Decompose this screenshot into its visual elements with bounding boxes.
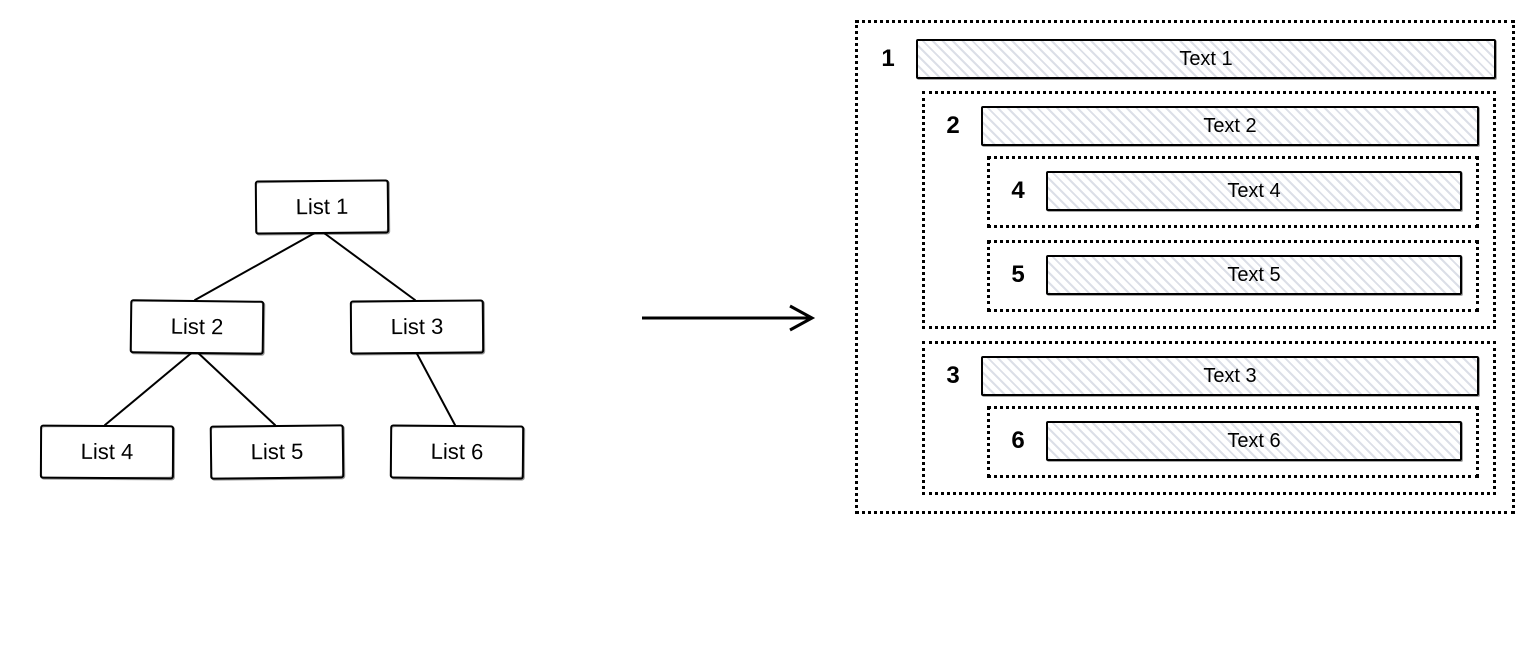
tree-node-label: List 1 <box>296 194 349 220</box>
list-index: 2 <box>939 112 967 140</box>
list-index: 3 <box>939 362 967 390</box>
tree-node-label: List 6 <box>431 439 484 465</box>
list-container-4: 4 Text 4 <box>987 156 1479 228</box>
list-index: 1 <box>874 45 902 73</box>
list-text: Text 2 <box>1203 115 1256 138</box>
tree-node-label: List 2 <box>171 314 224 341</box>
list-textbar-1: Text 1 <box>916 39 1496 79</box>
tree-node-2: List 2 <box>130 299 265 355</box>
list-text: Text 1 <box>1179 48 1232 71</box>
list-container-3: 3 Text 3 6 Text 6 <box>922 341 1496 495</box>
tree-node-6: List 6 <box>390 424 524 479</box>
list-textbar-5: Text 5 <box>1046 255 1462 295</box>
list-textbar-2: Text 2 <box>981 106 1479 146</box>
list-textbar-6: Text 6 <box>1046 421 1462 461</box>
tree-node-label: List 5 <box>251 439 304 466</box>
tree-node-3: List 3 <box>350 300 484 355</box>
list-container-5: 5 Text 5 <box>987 240 1479 312</box>
list-container-6: 6 Text 6 <box>987 406 1479 478</box>
list-container-2: 2 Text 2 4 Text 4 <box>922 91 1496 329</box>
list-container-1: 1 Text 1 2 Text 2 4 <box>855 20 1515 514</box>
list-text: Text 3 <box>1203 365 1256 388</box>
list-index: 5 <box>1004 261 1032 289</box>
list-text: Text 6 <box>1227 430 1280 453</box>
tree-node-5: List 5 <box>210 424 345 479</box>
nested-list-diagram: 1 Text 1 2 Text 2 4 <box>855 20 1515 528</box>
diagram-canvas: List 1 List 2 List 3 List 4 List 5 List … <box>0 0 1535 648</box>
tree-node-1: List 1 <box>255 179 389 234</box>
arrow-icon <box>640 300 840 345</box>
tree-diagram: List 1 List 2 List 3 List 4 List 5 List … <box>40 180 600 500</box>
list-textbar-3: Text 3 <box>981 356 1479 396</box>
tree-node-4: List 4 <box>40 425 174 480</box>
tree-node-label: List 4 <box>81 439 134 465</box>
list-textbar-4: Text 4 <box>1046 171 1462 211</box>
list-index: 6 <box>1004 427 1032 455</box>
list-text: Text 4 <box>1227 180 1280 203</box>
list-text: Text 5 <box>1227 264 1280 287</box>
list-index: 4 <box>1004 177 1032 205</box>
tree-node-label: List 3 <box>391 314 444 340</box>
